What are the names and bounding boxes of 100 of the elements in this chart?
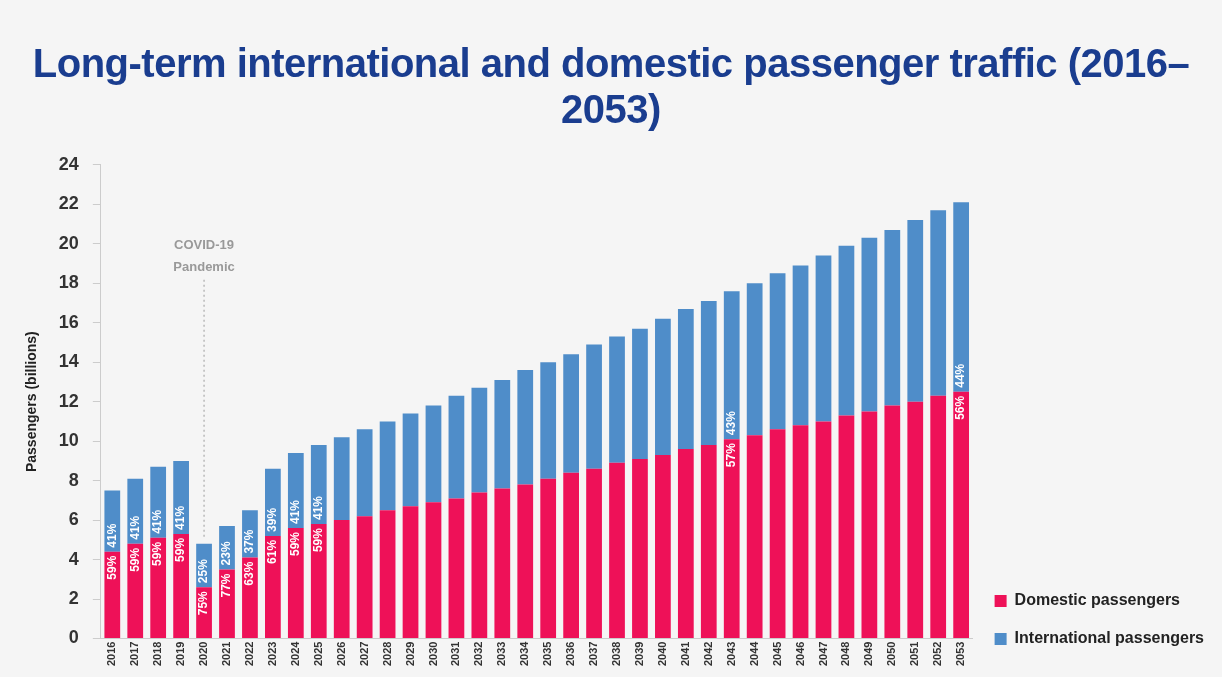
x-tick-label: 2032	[472, 641, 485, 667]
x-tick-label: 2031	[449, 641, 462, 667]
x-tick-label: 2017	[128, 641, 141, 667]
x-tick-label: 2045	[770, 641, 783, 667]
bar	[632, 328, 648, 459]
x-tick-label: 2049	[862, 641, 875, 667]
annotation: 59%	[173, 537, 188, 562]
bar	[494, 488, 511, 639]
bar	[792, 265, 809, 426]
annotation: 61%	[265, 539, 280, 564]
bar	[861, 411, 878, 639]
bar	[425, 502, 442, 639]
annotation: 41%	[150, 509, 165, 534]
bar	[838, 245, 855, 416]
bar	[746, 435, 763, 639]
annotation: 59%	[311, 527, 326, 553]
bar	[563, 354, 579, 473]
bar	[700, 301, 717, 446]
y-tick-label: 10	[58, 430, 79, 451]
annotation: 41%	[127, 515, 142, 540]
bar	[723, 291, 740, 440]
bar	[655, 454, 671, 639]
bar	[425, 405, 442, 503]
annotation: 41%	[173, 505, 188, 530]
bar	[173, 533, 189, 639]
bar	[930, 395, 947, 639]
annotation: 41%	[288, 499, 303, 524]
bar	[769, 429, 786, 639]
y-tick-label: 4	[68, 548, 79, 569]
x-tick-label: 2022	[242, 641, 255, 667]
x-tick-label: 2040	[655, 641, 668, 667]
bar	[884, 405, 901, 639]
bar	[333, 520, 350, 639]
bar	[609, 462, 625, 639]
y-tick-label: 22	[58, 193, 79, 214]
bar	[517, 370, 534, 485]
bar	[769, 273, 786, 430]
annotation: 59%	[104, 555, 119, 580]
bar	[310, 524, 327, 639]
bar	[150, 537, 167, 639]
bar	[127, 543, 144, 639]
bar	[333, 437, 350, 521]
x-tick-label: 2021	[220, 641, 233, 667]
annotation: 59%	[150, 541, 165, 566]
bar	[540, 478, 557, 639]
y-tick-label: 24	[58, 153, 79, 174]
x-tick-label: 2042	[701, 641, 714, 667]
y-tick-label: 14	[58, 351, 79, 372]
x-tick-label: 2044	[747, 640, 760, 667]
annotation: 37%	[242, 529, 257, 554]
annotation: 39%	[265, 507, 280, 532]
bar	[356, 516, 373, 639]
annotation: 57%	[724, 442, 739, 468]
bar	[723, 439, 740, 639]
bar	[402, 413, 419, 507]
x-tick-label: 2051	[908, 641, 921, 667]
x-tick-label: 2043	[724, 641, 737, 667]
bar	[448, 498, 465, 639]
annotation: 44%	[953, 363, 968, 388]
annotation: 77%	[219, 573, 234, 598]
bar	[953, 202, 970, 392]
x-tick-label: 2052	[931, 641, 944, 667]
annotation: 56%	[953, 395, 968, 420]
bar	[838, 415, 855, 639]
bar	[746, 283, 763, 436]
bar	[677, 449, 694, 639]
bar	[700, 445, 717, 639]
bar	[677, 308, 694, 450]
y-axis-title: Passengers (billions)	[23, 331, 40, 473]
bar	[356, 429, 373, 517]
annotation: 25%	[196, 558, 211, 584]
bar	[287, 527, 304, 639]
annotation: 43%	[724, 410, 739, 436]
bar	[540, 362, 557, 479]
bar	[517, 484, 534, 639]
bar	[448, 395, 465, 499]
x-tick-label: 2037	[587, 641, 600, 667]
annotation: 23%	[219, 541, 234, 566]
x-tick-label: 2027	[357, 641, 370, 667]
x-tick-label: 2028	[380, 641, 393, 667]
x-tick-label: 2033	[495, 641, 508, 667]
x-tick-label: 2018	[151, 641, 164, 667]
annotation: 59%	[127, 547, 142, 572]
x-tick-label: 2047	[816, 641, 829, 667]
x-tick-label: 2036	[564, 641, 577, 667]
y-tick-label: 8	[68, 469, 79, 490]
annotation: 59%	[288, 531, 303, 557]
ref-line-label: COVID-19 Pandemic	[173, 236, 235, 274]
bar	[953, 391, 970, 639]
y-tick-label: 20	[58, 232, 79, 253]
chart-title: Long-term international and domestic passenger traffic (2016–2053)	[31, 40, 1191, 133]
bar	[379, 510, 396, 639]
annotation: 41%	[104, 523, 119, 548]
bar	[471, 387, 488, 493]
bar	[586, 344, 602, 469]
bar	[815, 421, 832, 639]
bar	[402, 506, 419, 639]
bar	[655, 318, 671, 455]
x-tick-label: 2053	[954, 641, 967, 667]
bar	[471, 492, 488, 639]
